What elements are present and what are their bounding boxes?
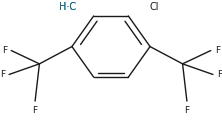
Text: F: F [0,70,5,79]
Text: F: F [2,46,7,55]
Text: F: F [184,106,189,115]
Text: Cl: Cl [150,2,159,12]
Text: F: F [215,46,220,55]
Text: H·C: H·C [59,2,76,12]
Text: F: F [33,106,38,115]
Text: F: F [217,70,222,79]
Text: H·C: H·C [59,2,76,12]
